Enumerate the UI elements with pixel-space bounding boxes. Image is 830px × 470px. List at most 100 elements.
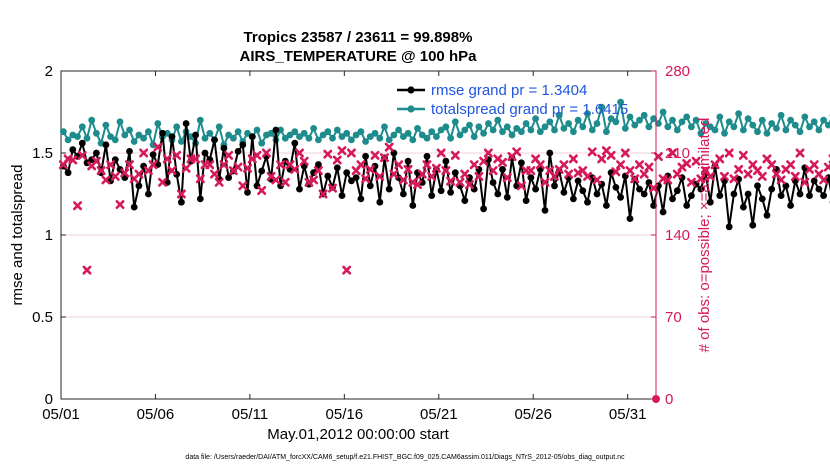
- rmse-point: [461, 197, 469, 205]
- totalspread-point: [258, 139, 266, 147]
- obs-marker: [639, 169, 649, 179]
- y-left-axis-label: rmse and totalspread: [9, 165, 26, 306]
- totalspread-point: [749, 121, 757, 129]
- totalspread-point: [404, 129, 412, 137]
- x-tick-label: 05/11: [232, 406, 268, 423]
- obs-marker: [153, 142, 163, 152]
- obs-marker: [379, 153, 389, 163]
- totalspread-point: [215, 123, 223, 131]
- obs-marker: [795, 148, 805, 158]
- totalspread-point: [518, 128, 525, 136]
- rmse-point: [650, 202, 657, 209]
- totalspread-point: [541, 123, 549, 131]
- obs-marker: [460, 169, 470, 179]
- obs-marker: [323, 149, 333, 159]
- totalspread-point: [267, 129, 275, 137]
- y-right-axis-label: # of obs: o=possible; ×=assimilated: [696, 118, 713, 353]
- totalspread-point: [111, 136, 119, 144]
- rmse-point: [527, 174, 535, 182]
- rmse-point: [126, 148, 133, 155]
- obs-marker: [158, 177, 168, 187]
- totalspread-point: [688, 123, 695, 131]
- rmse-point: [182, 120, 190, 127]
- totalspread-point: [277, 126, 284, 134]
- totalspread-point: [574, 116, 582, 124]
- totalspread-point: [400, 133, 407, 141]
- obs-marker: [719, 171, 729, 181]
- totalspread-point: [140, 134, 148, 142]
- rmse-point: [820, 192, 827, 200]
- totalspread-point: [64, 136, 72, 144]
- totalspread-point: [253, 126, 261, 134]
- totalspread-point: [593, 120, 601, 127]
- obs-marker: [422, 160, 432, 170]
- obs-marker: [483, 148, 493, 158]
- rmse-point: [324, 172, 332, 180]
- totalspread-point: [503, 123, 511, 131]
- obs-marker: [535, 160, 545, 170]
- rmse-point: [683, 202, 691, 209]
- totalspread-point: [820, 116, 827, 124]
- totalspread-point: [366, 133, 374, 141]
- totalspread-point: [381, 123, 388, 131]
- rmse-point: [518, 159, 525, 167]
- obs-marker: [469, 160, 479, 170]
- totalspread-point: [225, 131, 233, 139]
- totalspread-point: [645, 123, 653, 131]
- rmse-point: [636, 185, 643, 193]
- rmse-point: [451, 169, 459, 177]
- totalspread-point: [791, 121, 799, 129]
- rmse-point: [78, 139, 86, 147]
- y-right-tick-label: 210: [665, 145, 690, 162]
- totalspread-point: [806, 123, 813, 131]
- obs-marker: [243, 163, 253, 173]
- totalspread-point: [451, 118, 459, 126]
- obs-marker: [106, 160, 116, 170]
- rmse-point: [234, 148, 242, 155]
- rmse-point: [810, 177, 818, 185]
- totalspread-point: [333, 126, 341, 134]
- totalspread-point: [536, 128, 544, 136]
- obs-marker: [549, 171, 559, 181]
- totalspread-point: [145, 128, 152, 136]
- obs-marker: [356, 160, 366, 170]
- obs-marker: [819, 175, 829, 185]
- rmse-point: [409, 202, 417, 209]
- obs-marker: [139, 148, 149, 158]
- obs-marker: [304, 177, 314, 187]
- obs-marker: [124, 160, 134, 170]
- obs-marker: [294, 148, 304, 158]
- totalspread-point: [612, 118, 620, 126]
- totalspread-point: [659, 108, 667, 116]
- obs-marker: [776, 175, 786, 185]
- obs-marker: [233, 162, 243, 172]
- rmse-point: [796, 190, 804, 198]
- rmse-point: [211, 136, 218, 144]
- totalspread-point: [433, 133, 440, 141]
- rmse-point: [135, 182, 143, 190]
- obs-marker: [705, 171, 715, 181]
- rmse-point: [612, 184, 620, 191]
- obs-marker: [394, 160, 404, 170]
- chart-title-line2: AIRS_TEMPERATURE @ 100 hPa: [240, 48, 478, 65]
- rmse-point: [584, 198, 591, 206]
- rmse-point: [489, 179, 497, 186]
- rmse-point: [669, 195, 676, 203]
- obs-marker: [450, 150, 460, 160]
- rmse-point: [532, 185, 539, 193]
- obs-marker: [724, 148, 734, 158]
- totalspread-point: [423, 134, 431, 142]
- totalspread-point: [315, 136, 322, 144]
- obs-marker: [290, 164, 300, 174]
- totalspread-point: [692, 116, 700, 124]
- totalspread-point: [88, 116, 96, 124]
- rmse-point: [787, 202, 794, 209]
- obs-marker: [398, 175, 408, 185]
- obs-marker: [564, 169, 574, 179]
- obs-marker: [672, 169, 682, 179]
- obs-marker: [790, 171, 800, 181]
- rmse-point: [617, 193, 624, 201]
- rmse-point: [593, 190, 601, 198]
- obs-marker: [597, 154, 607, 164]
- obs-marker: [436, 148, 446, 158]
